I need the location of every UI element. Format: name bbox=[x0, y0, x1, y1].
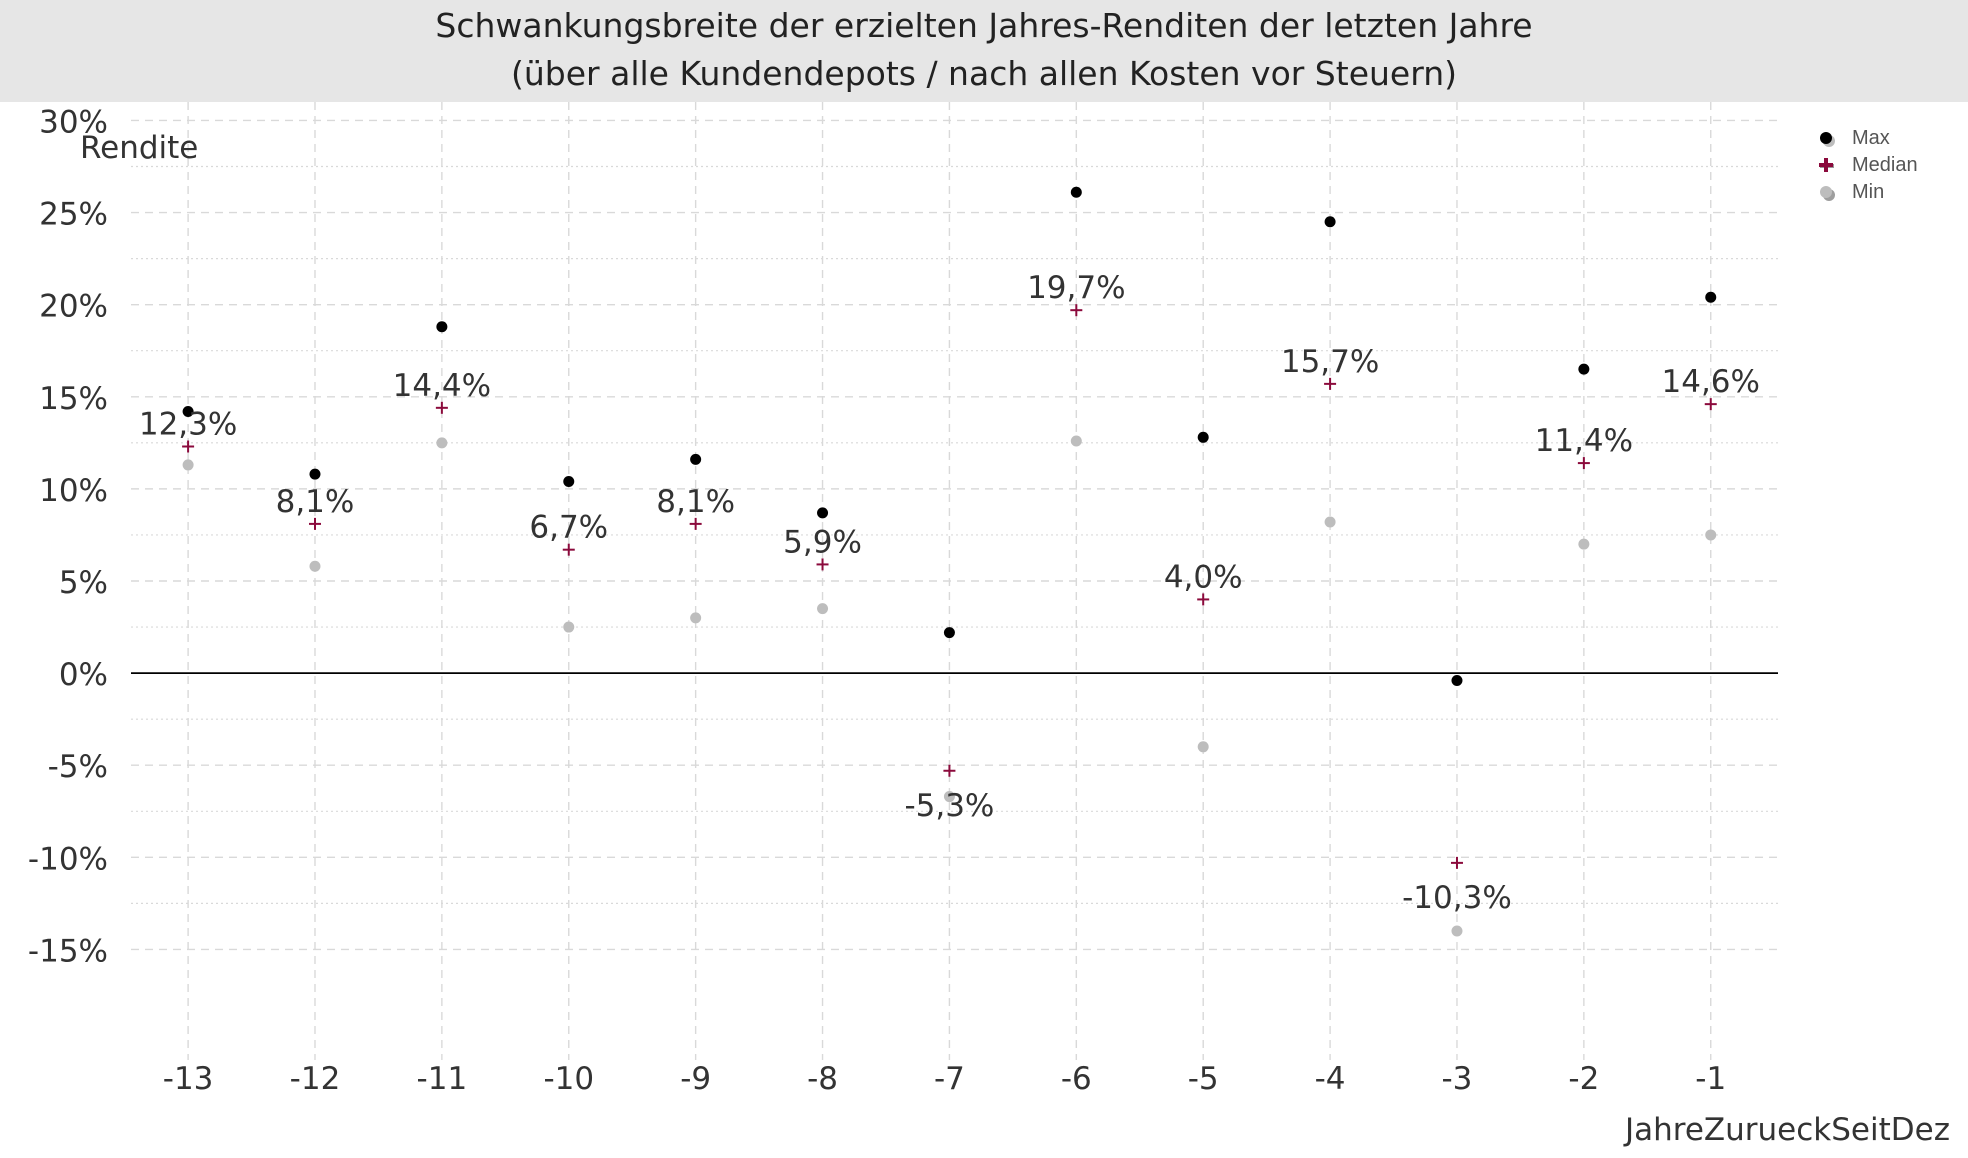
max-point bbox=[690, 453, 702, 465]
median-data-label: 5,9% bbox=[783, 524, 862, 560]
legend: Max Median Min bbox=[1819, 127, 1918, 203]
x-tick-label: -8 bbox=[807, 1061, 838, 1097]
median-point bbox=[1070, 304, 1083, 317]
legend-item: Max bbox=[1820, 127, 1890, 149]
min-point bbox=[1578, 538, 1590, 550]
max-point bbox=[1070, 186, 1082, 198]
median-point bbox=[435, 401, 448, 414]
legend-label: Max bbox=[1852, 127, 1890, 149]
chart-title: Schwankungsbreite der erzielten Jahres-R… bbox=[435, 6, 1533, 45]
y-tick-label: -5% bbox=[48, 749, 108, 785]
max-point bbox=[563, 476, 575, 488]
y-tick-label: 20% bbox=[39, 289, 108, 325]
median-data-label: 6,7% bbox=[529, 510, 608, 546]
legend-item: Min bbox=[1820, 181, 1884, 203]
max-point bbox=[436, 321, 448, 333]
y-tick-label: 25% bbox=[39, 197, 108, 233]
median-point bbox=[1324, 377, 1337, 390]
x-tick-label: -2 bbox=[1568, 1061, 1599, 1097]
x-tick-label: -5 bbox=[1188, 1061, 1219, 1097]
median-point bbox=[1704, 398, 1717, 411]
min-point bbox=[436, 437, 448, 449]
min-point bbox=[563, 621, 575, 633]
grid bbox=[131, 102, 1778, 1060]
y-axis-title: Rendite bbox=[80, 130, 198, 166]
min-point bbox=[1324, 516, 1336, 528]
y-tick-label: -15% bbox=[28, 933, 108, 969]
x-tick-label: -12 bbox=[290, 1061, 341, 1097]
legend-key-min bbox=[1820, 186, 1832, 198]
median-data-label: -5,3% bbox=[904, 788, 994, 824]
median-data-label: 14,4% bbox=[393, 368, 491, 404]
max-point bbox=[1578, 363, 1590, 375]
median-data-label: 19,7% bbox=[1027, 270, 1125, 306]
min-point bbox=[690, 612, 702, 624]
data-points bbox=[182, 186, 1717, 937]
x-axis-title: JahreZurueckSeitDez bbox=[1623, 1112, 1950, 1148]
min-point bbox=[309, 560, 321, 572]
x-tick-label: -13 bbox=[163, 1061, 214, 1097]
x-tick-label: -9 bbox=[680, 1061, 711, 1097]
max-point bbox=[943, 627, 955, 639]
min-point bbox=[1451, 925, 1463, 937]
y-tick-label: 0% bbox=[59, 657, 108, 693]
median-point bbox=[308, 517, 321, 530]
y-tick-label: 10% bbox=[39, 473, 108, 509]
median-data-label: 15,7% bbox=[1281, 344, 1379, 380]
x-tick-label: -1 bbox=[1695, 1061, 1726, 1097]
y-tick-label: 30% bbox=[39, 104, 108, 140]
min-point bbox=[1705, 529, 1717, 541]
x-tick-label: -4 bbox=[1315, 1061, 1346, 1097]
max-point bbox=[309, 468, 321, 480]
median-point bbox=[689, 517, 702, 530]
median-data-label: 8,1% bbox=[656, 484, 735, 520]
min-point bbox=[182, 459, 194, 471]
legend-key-max bbox=[1820, 132, 1832, 144]
max-point bbox=[1324, 216, 1336, 228]
max-point bbox=[817, 507, 829, 519]
max-point bbox=[1705, 291, 1717, 303]
median-point bbox=[1450, 856, 1463, 869]
max-point bbox=[182, 406, 194, 418]
median-point bbox=[1197, 593, 1210, 606]
chart-subtitle: (über alle Kundendepots / nach allen Kos… bbox=[511, 54, 1457, 93]
median-data-label: 12,3% bbox=[139, 407, 237, 443]
median-point bbox=[182, 440, 195, 453]
median-point bbox=[1577, 457, 1590, 470]
median-data-label: 14,6% bbox=[1662, 364, 1760, 400]
min-point bbox=[943, 791, 955, 803]
median-point bbox=[562, 543, 575, 556]
title-bar: Schwankungsbreite der erzielten Jahres-R… bbox=[0, 0, 1968, 102]
median-data-label: 4,0% bbox=[1164, 559, 1243, 595]
legend-label: Median bbox=[1852, 154, 1918, 176]
median-point bbox=[816, 558, 829, 571]
axes: 30% 25% 20% 15% 10% 5% 0% -5% -10% -15% -13 -12 -11 -… bbox=[28, 104, 1950, 1148]
y-tick-label: -10% bbox=[28, 841, 108, 877]
max-point bbox=[1197, 431, 1209, 443]
median-data-label: 8,1% bbox=[276, 484, 355, 520]
median-labels: 12,3% 8,1% 14,4% 6,7% 8,1% 5,9% -5,3% 19,7% 4,0%… bbox=[139, 270, 1760, 916]
min-point bbox=[1197, 741, 1209, 753]
median-data-label: 11,4% bbox=[1535, 423, 1633, 459]
min-point bbox=[1070, 435, 1082, 447]
y-tick-label: 5% bbox=[59, 565, 108, 601]
median-point bbox=[943, 764, 956, 777]
y-tick-label: 15% bbox=[39, 381, 108, 417]
x-tick-label: -6 bbox=[1061, 1061, 1092, 1097]
median-data-label: -10,3% bbox=[1402, 880, 1512, 916]
x-tick-label: -11 bbox=[417, 1061, 468, 1097]
legend-label: Min bbox=[1852, 181, 1884, 203]
min-point bbox=[817, 603, 829, 615]
x-tick-label: -7 bbox=[934, 1061, 965, 1097]
max-point bbox=[1451, 674, 1463, 686]
legend-item: Median bbox=[1819, 154, 1918, 176]
x-tick-label: -3 bbox=[1442, 1061, 1473, 1097]
x-tick-label: -10 bbox=[543, 1061, 594, 1097]
